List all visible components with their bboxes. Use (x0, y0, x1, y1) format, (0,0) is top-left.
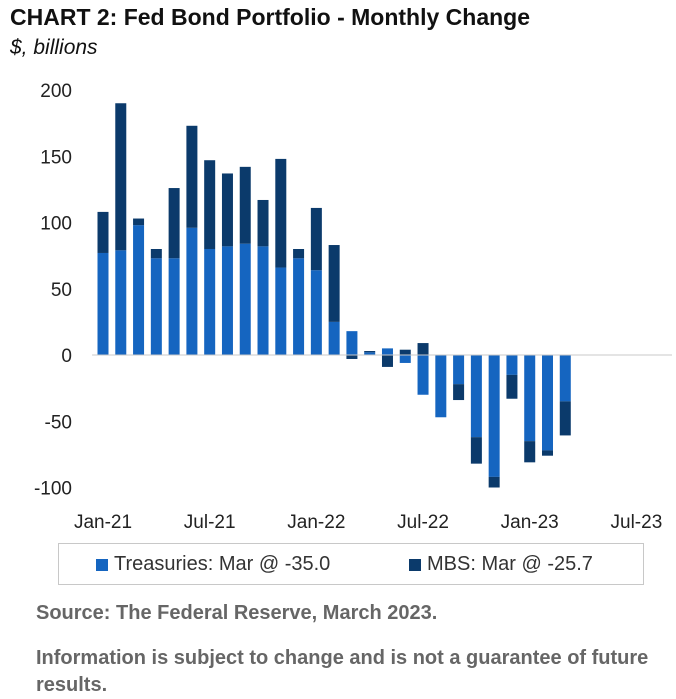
bar-treasuries (559, 355, 571, 402)
x-axis: Jan-21 Jul-21 Jan-22 Jul-22 Jan-23 Jul-23 (74, 512, 662, 533)
y-tick-label: -50 (45, 412, 72, 433)
bar-treasuries (310, 270, 322, 355)
bar-mbs (488, 476, 500, 488)
bar-mbs (399, 349, 411, 355)
x-tick-label: Jul-21 (184, 512, 236, 533)
bar-treasuries (204, 249, 216, 355)
bar-treasuries (293, 258, 305, 355)
x-tick-label: Jan-23 (501, 512, 559, 533)
bar-treasuries (186, 227, 198, 355)
mbs-swatch (409, 558, 421, 571)
bar-mbs (328, 245, 340, 322)
x-tick-label: Jan-21 (74, 512, 132, 533)
x-tick-label: Jul-23 (611, 512, 663, 533)
bar-treasuries (168, 258, 180, 355)
y-tick-label: 0 (61, 346, 72, 367)
bar-treasuries (115, 250, 127, 355)
legend-item-treasuries: Treasuries: Mar @ -35.0 (96, 553, 330, 576)
bar-treasuries (417, 355, 429, 395)
bar-treasuries (470, 355, 482, 438)
bar-mbs (293, 249, 305, 259)
bar-treasuries (488, 355, 500, 477)
legend: Treasuries: Mar @ -35.0 MBS: Mar @ -25.7 (58, 543, 644, 585)
bar-treasuries (453, 355, 465, 385)
bar-chart: 200 150 100 50 0 -50 -100 Jan-21 Jul-21 Jan-22 Ju… (34, 81, 672, 533)
bar-mbs (239, 166, 251, 244)
bar-treasuries (506, 355, 518, 375)
legend-label-treasuries: Treasuries: Mar @ -35.0 (114, 553, 331, 575)
bar-treasuries (346, 331, 358, 355)
bar-treasuries (435, 355, 447, 418)
bar-mbs (186, 125, 198, 228)
bar-mbs (204, 160, 216, 249)
x-tick-label: Jul-22 (397, 512, 449, 533)
chart-subtitle: $, billions (10, 36, 98, 59)
bar-mbs (364, 351, 376, 353)
bar-treasuries (150, 258, 162, 355)
bar-treasuries (399, 355, 411, 363)
y-tick-label: -100 (34, 479, 72, 500)
bar-mbs (133, 218, 145, 226)
bar-mbs (559, 401, 571, 436)
bar-mbs (417, 343, 429, 355)
bars (97, 103, 571, 488)
x-tick-label: Jan-22 (287, 512, 345, 533)
legend-item-mbs: MBS: Mar @ -25.7 (409, 553, 593, 576)
bar-mbs (275, 158, 287, 268)
bar-mbs (381, 355, 393, 367)
y-axis: 200 150 100 50 0 -50 -100 (34, 81, 72, 500)
bar-mbs (346, 355, 358, 359)
bar-mbs (221, 173, 233, 247)
bar-mbs (453, 384, 465, 401)
bar-mbs (115, 103, 127, 251)
legend-label-mbs: MBS: Mar @ -25.7 (427, 553, 593, 575)
source-note: Source: The Federal Reserve, March 2023. (36, 602, 438, 624)
y-tick-label: 100 (40, 214, 72, 235)
bar-mbs (257, 199, 269, 247)
y-tick-label: 50 (51, 280, 72, 301)
bar-treasuries (275, 267, 287, 355)
bar-treasuries (257, 246, 269, 355)
y-tick-label: 200 (40, 81, 72, 102)
bar-mbs (524, 441, 536, 463)
chart-title: CHART 2: Fed Bond Portfolio - Monthly Ch… (10, 4, 531, 30)
disclaimer-note: Information is subject to change and is … (36, 647, 649, 696)
bar-treasuries (97, 252, 109, 355)
bar-mbs (150, 249, 162, 259)
bar-treasuries (381, 348, 393, 356)
bar-treasuries (524, 355, 536, 442)
y-tick-label: 150 (40, 147, 72, 168)
bar-mbs (168, 188, 180, 259)
bar-treasuries (239, 243, 251, 355)
bar-treasuries (542, 355, 553, 451)
bar-treasuries (364, 352, 376, 355)
bar-treasuries (328, 321, 340, 356)
bar-mbs (470, 437, 482, 464)
bar-mbs (506, 374, 518, 399)
bar-mbs (310, 207, 322, 271)
bar-mbs (542, 450, 553, 456)
treasuries-swatch (96, 558, 108, 571)
bar-treasuries (133, 225, 145, 355)
bar-mbs (97, 211, 109, 253)
bar-treasuries (221, 246, 233, 355)
